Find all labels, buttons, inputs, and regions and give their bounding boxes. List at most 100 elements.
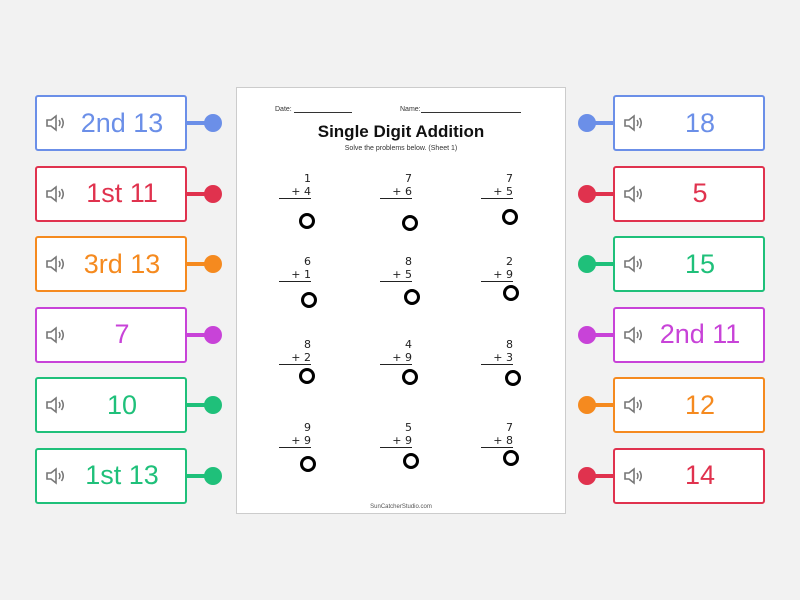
answer-circle: [403, 453, 419, 469]
connector-handle[interactable]: [204, 325, 222, 344]
connector-line: [589, 403, 613, 407]
right-card[interactable]: 2nd 11: [613, 306, 765, 363]
connector-handle[interactable]: [204, 466, 222, 485]
addend: + 9: [481, 268, 513, 282]
card-label: 1st 13: [85, 460, 159, 490]
addend: + 5: [481, 185, 513, 199]
addition-problem: 9 + 9: [279, 421, 311, 448]
answer-circle: [505, 370, 521, 386]
right-card[interactable]: 14: [613, 447, 765, 504]
addend: 4: [405, 338, 412, 351]
worksheet-subtitle: Solve the problems below. (Sheet 1): [344, 145, 458, 152]
addition-problem: 7 + 5: [481, 172, 513, 199]
connector-handle[interactable]: [204, 255, 222, 273]
addend: + 2: [279, 351, 311, 365]
connector-handle[interactable]: [578, 255, 596, 273]
addend: + 3: [481, 351, 513, 365]
card-label: 7: [114, 319, 130, 349]
speaker-icon[interactable]: [623, 466, 643, 485]
answer-circle: [299, 368, 315, 384]
connector-line: [589, 332, 613, 337]
answer-circle: [402, 369, 418, 385]
addend: 1: [304, 172, 311, 185]
card-label: 2nd 13: [80, 107, 164, 138]
worksheet-image: Date: Name: Single Digit Addition Solve …: [236, 87, 566, 514]
name-label: Name:: [400, 106, 421, 113]
connector-line: [187, 121, 211, 125]
speaker-icon[interactable]: [623, 184, 643, 203]
left-card[interactable]: 2nd 13: [35, 95, 187, 151]
left-card[interactable]: 10: [35, 377, 187, 433]
right-card[interactable]: 15: [613, 236, 765, 292]
right-card[interactable]: 5: [613, 165, 765, 222]
connector-line: [187, 332, 211, 337]
connector-line: [589, 121, 613, 125]
connector-line: [589, 473, 613, 478]
speaker-icon[interactable]: [623, 255, 643, 273]
connector-handle[interactable]: [578, 466, 596, 485]
speaker-icon[interactable]: [45, 325, 65, 344]
addend: 8: [405, 255, 412, 268]
speaker-icon[interactable]: [45, 396, 65, 414]
speaker-icon[interactable]: [623, 396, 643, 414]
addend: 9: [304, 421, 311, 434]
worksheet-footer: SunCatcherStudio.com: [370, 504, 432, 510]
connector-handle[interactable]: [578, 114, 596, 132]
answer-circle: [404, 289, 420, 305]
left-card[interactable]: 3rd 13: [35, 236, 187, 292]
speaker-icon[interactable]: [623, 325, 643, 344]
connector-line: [589, 191, 613, 196]
speaker-icon[interactable]: [45, 114, 65, 132]
speaker-icon[interactable]: [45, 466, 65, 485]
answer-circle: [301, 292, 317, 308]
connector-handle[interactable]: [204, 184, 222, 203]
answer-circle: [502, 209, 518, 225]
addend: + 9: [380, 351, 412, 365]
connector-handle[interactable]: [204, 114, 222, 132]
card-label: 5: [692, 178, 708, 208]
date-field: Date:: [275, 106, 352, 113]
addition-problem: 6 + 1: [279, 255, 311, 282]
addition-problem: 7 + 8: [481, 421, 513, 448]
addend: 7: [506, 421, 513, 434]
connector-handle[interactable]: [578, 184, 596, 203]
answer-circle: [402, 215, 418, 231]
connector-line: [187, 473, 211, 478]
card-label: 14: [684, 460, 716, 490]
date-label: Date:: [275, 106, 292, 113]
addend: + 8: [481, 434, 513, 448]
connector-handle[interactable]: [578, 396, 596, 414]
connector-line: [187, 403, 211, 407]
card-label: 1st 11: [86, 178, 158, 208]
addend: 8: [506, 338, 513, 351]
addend: 2: [506, 255, 513, 268]
left-card[interactable]: 1st 13: [35, 447, 187, 504]
right-card[interactable]: 12: [613, 377, 765, 433]
card-label: 2nd 11: [659, 319, 741, 349]
speaker-icon[interactable]: [45, 184, 65, 203]
connector-handle[interactable]: [204, 396, 222, 414]
addend: 6: [304, 255, 311, 268]
addend: 7: [405, 172, 412, 185]
addend: 7: [506, 172, 513, 185]
left-card[interactable]: 7: [35, 306, 187, 363]
left-card[interactable]: 1st 11: [35, 165, 187, 222]
answer-circle: [503, 450, 519, 466]
connector-line: [589, 262, 613, 266]
addend: + 9: [279, 434, 311, 448]
card-label: 18: [684, 107, 716, 138]
addend: + 4: [279, 185, 311, 199]
speaker-icon[interactable]: [623, 114, 643, 132]
addition-problem: 2 + 9: [481, 255, 513, 282]
name-field: Name:: [400, 106, 521, 113]
addition-problem: 4 + 9: [380, 338, 412, 365]
connector-line: [187, 262, 211, 266]
answer-circle: [503, 285, 519, 301]
right-card[interactable]: 18: [613, 95, 765, 151]
addition-problem: 8 + 2: [279, 338, 311, 365]
connector-handle[interactable]: [578, 325, 596, 344]
addend: + 6: [380, 185, 412, 199]
addition-problem: 5 + 9: [380, 421, 412, 448]
speaker-icon[interactable]: [45, 255, 65, 273]
addend: + 1: [279, 268, 311, 282]
